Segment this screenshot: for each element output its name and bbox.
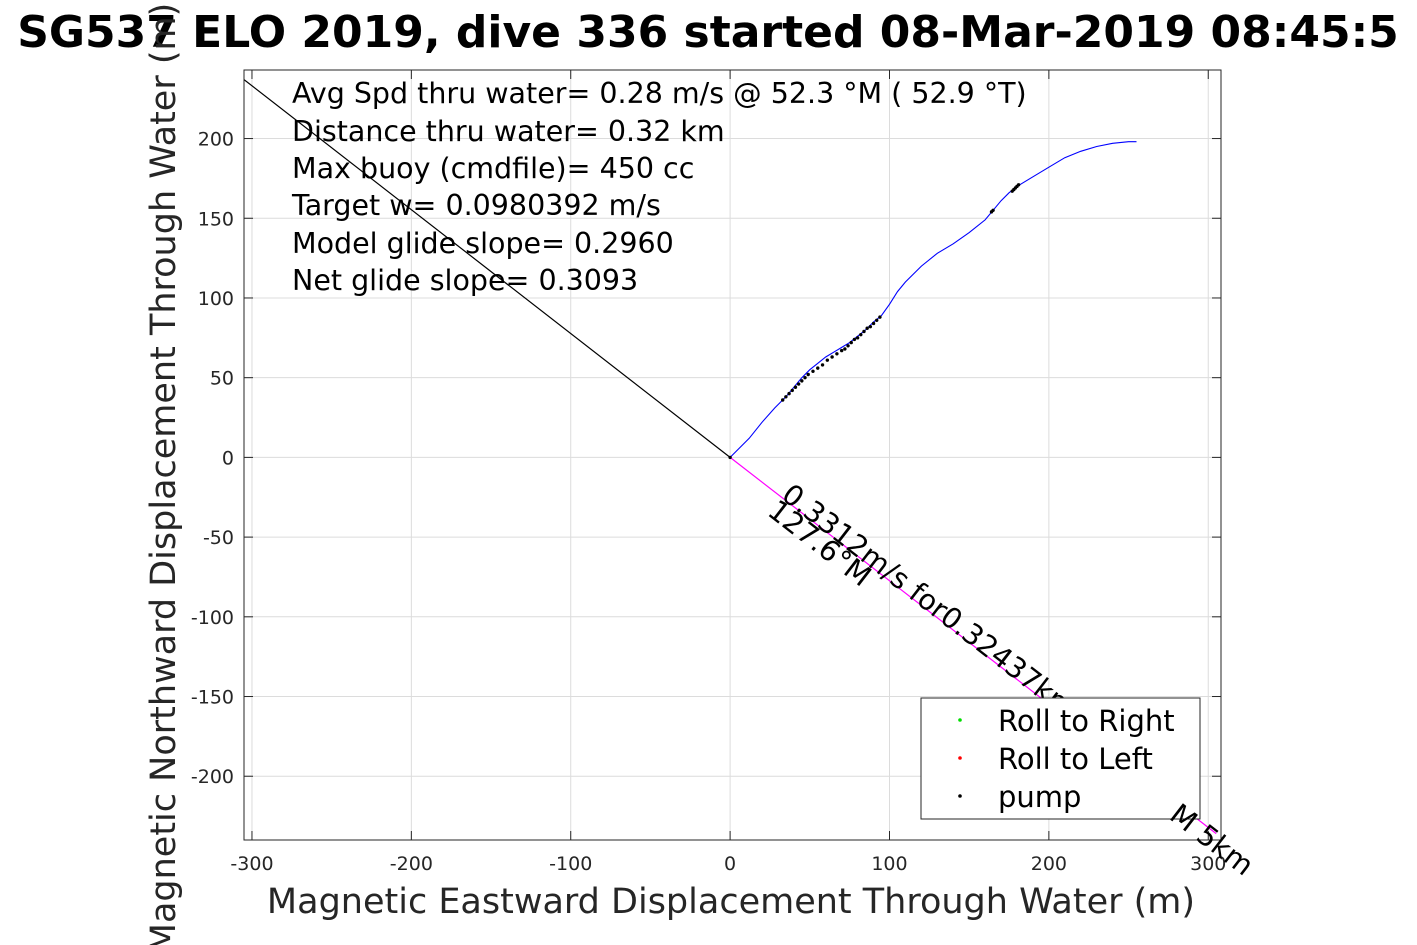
legend: Roll to Right Roll to Left pump	[920, 697, 1201, 820]
pump-point	[816, 366, 820, 370]
pump-point	[787, 391, 791, 396]
legend-marker-roll-right	[958, 718, 962, 722]
y-tick-label: 50	[210, 368, 234, 390]
pump-point	[790, 388, 794, 393]
pump-point	[839, 348, 844, 353]
y-tick-label: -200	[191, 766, 234, 788]
annotation-model-glide: Model glide slope= 0.2960	[292, 227, 674, 260]
pump-point	[803, 375, 807, 380]
legend-marker-pump	[958, 794, 962, 798]
pump-point	[806, 372, 810, 377]
pump-point	[784, 395, 788, 399]
plot-frame	[243, 69, 1222, 841]
pump-point	[852, 337, 857, 342]
y-tick-label: -50	[203, 527, 234, 549]
y-tick-label: 0	[222, 447, 234, 469]
pump-point	[871, 321, 876, 326]
legend-marker-roll-left	[958, 756, 962, 760]
pump-point	[846, 344, 850, 348]
pump-point	[830, 355, 834, 359]
axis-ticks: -300 -200 -100 0 100 200 300 -200 -150 -100 -50 0 50…	[191, 70, 1226, 875]
legend-label-roll-right: Roll to Right	[998, 704, 1175, 738]
x-tick-label: -300	[230, 853, 273, 875]
x-tick-label: 300	[1190, 853, 1226, 875]
chart-title: SG537 ELO 2019, dive 336 started 08-Mar-…	[17, 7, 1399, 58]
pump-points-layer	[728, 183, 1021, 460]
pump-point	[793, 385, 798, 389]
pump-point	[878, 315, 882, 319]
legend-label-roll-left: Roll to Left	[998, 742, 1153, 776]
pump-point	[862, 329, 866, 334]
pump-point	[825, 358, 830, 362]
annotation-target-w: Target w= 0.0980392 m/s	[291, 189, 661, 222]
pump-point	[849, 340, 853, 345]
pump-point	[991, 208, 995, 212]
legend-label-pump: pump	[998, 780, 1081, 814]
pump-point	[796, 382, 801, 386]
annotation-avg-speed: Avg Spd thru water= 0.28 m/s @ 52.3 °M (…	[292, 77, 1027, 110]
x-axis-label: Magnetic Eastward Displacement Through W…	[267, 882, 1195, 922]
y-tick-label: -100	[191, 607, 234, 629]
y-tick-label: 200	[198, 129, 234, 151]
legend-box	[920, 697, 1201, 820]
y-tick-label: -150	[191, 687, 234, 709]
pump-point	[1016, 183, 1021, 187]
annotation-net-glide: Net glide slope= 0.3093	[292, 264, 638, 297]
pump-point	[728, 455, 732, 460]
pump-point	[859, 332, 863, 337]
pump-point	[865, 326, 869, 330]
pump-point	[820, 363, 825, 367]
x-tick-label: 200	[1031, 853, 1067, 875]
annotation-distance: Distance thru water= 0.32 km	[292, 115, 725, 148]
annotation-block: Avg Spd thru water= 0.28 m/s @ 52.3 °M (…	[291, 77, 1027, 297]
y-axis-label: Magnetic Northward Displacement Through …	[144, 3, 184, 945]
pump-point	[781, 398, 785, 402]
annotation-max-buoy: Max buoy (cmdfile)= 450 cc	[292, 152, 694, 185]
pump-point	[843, 347, 847, 351]
pump-point	[811, 369, 815, 374]
x-tick-label: -100	[549, 853, 592, 875]
y-tick-label: 100	[198, 288, 234, 310]
pump-point	[855, 336, 860, 340]
pump-point	[875, 318, 879, 322]
y-tick-label: 150	[198, 208, 234, 230]
x-tick-label: -200	[390, 853, 433, 875]
pump-point	[868, 324, 873, 329]
grid	[244, 70, 1221, 840]
pump-point	[835, 352, 839, 356]
series-heading-line	[244, 79, 731, 458]
pump-point	[800, 379, 804, 383]
x-tick-label: 100	[871, 853, 907, 875]
x-tick-label: 0	[724, 853, 736, 875]
